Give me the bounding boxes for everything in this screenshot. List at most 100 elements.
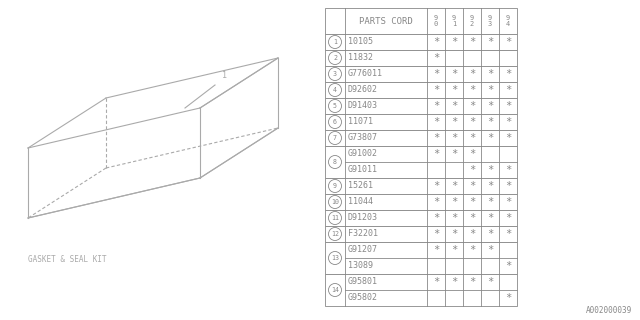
- Text: G776011: G776011: [348, 69, 383, 78]
- Text: PARTS CORD: PARTS CORD: [359, 17, 413, 26]
- Text: *: *: [505, 101, 511, 111]
- Text: 9
3: 9 3: [488, 15, 492, 27]
- Text: *: *: [487, 69, 493, 79]
- Text: G95801: G95801: [348, 277, 378, 286]
- Text: *: *: [469, 85, 475, 95]
- Bar: [325, 242, 517, 274]
- Text: *: *: [469, 133, 475, 143]
- Bar: [325, 82, 517, 98]
- Text: 11071: 11071: [348, 117, 373, 126]
- Text: *: *: [469, 149, 475, 159]
- Text: *: *: [487, 37, 493, 47]
- Bar: [325, 130, 517, 146]
- Text: 6: 6: [333, 119, 337, 125]
- Text: *: *: [451, 37, 457, 47]
- Text: *: *: [433, 101, 439, 111]
- Text: *: *: [469, 245, 475, 255]
- Text: *: *: [469, 213, 475, 223]
- Bar: [325, 226, 517, 242]
- Text: *: *: [469, 197, 475, 207]
- Bar: [325, 34, 517, 50]
- Text: 14: 14: [331, 287, 339, 293]
- Text: *: *: [505, 213, 511, 223]
- Text: *: *: [505, 37, 511, 47]
- Text: *: *: [505, 85, 511, 95]
- Text: *: *: [469, 37, 475, 47]
- Text: 11044: 11044: [348, 197, 373, 206]
- Text: *: *: [505, 229, 511, 239]
- Text: *: *: [433, 229, 439, 239]
- Text: 2: 2: [333, 55, 337, 61]
- Text: *: *: [505, 133, 511, 143]
- Text: 7: 7: [333, 135, 337, 141]
- Text: 5: 5: [333, 103, 337, 109]
- Text: G91011: G91011: [348, 165, 378, 174]
- Text: *: *: [487, 133, 493, 143]
- Text: A002000039: A002000039: [586, 306, 632, 315]
- Bar: [325, 8, 517, 34]
- Bar: [325, 194, 517, 210]
- Text: *: *: [487, 101, 493, 111]
- Text: 8: 8: [333, 159, 337, 165]
- Text: *: *: [433, 37, 439, 47]
- Text: *: *: [433, 133, 439, 143]
- Text: G95802: G95802: [348, 293, 378, 302]
- Text: *: *: [505, 165, 511, 175]
- Text: 11: 11: [331, 215, 339, 221]
- Text: D91403: D91403: [348, 101, 378, 110]
- Text: *: *: [433, 85, 439, 95]
- Bar: [325, 66, 517, 82]
- Text: *: *: [451, 277, 457, 287]
- Text: *: *: [451, 133, 457, 143]
- Text: *: *: [505, 117, 511, 127]
- Text: *: *: [469, 181, 475, 191]
- Text: *: *: [433, 69, 439, 79]
- Text: 9
0: 9 0: [434, 15, 438, 27]
- Text: *: *: [433, 213, 439, 223]
- Text: *: *: [433, 181, 439, 191]
- Text: G91207: G91207: [348, 245, 378, 254]
- Text: 3: 3: [333, 71, 337, 77]
- Text: *: *: [505, 261, 511, 271]
- Text: *: *: [469, 101, 475, 111]
- Text: *: *: [433, 117, 439, 127]
- Text: *: *: [433, 245, 439, 255]
- Text: 10105: 10105: [348, 37, 373, 46]
- Bar: [325, 274, 517, 306]
- Text: *: *: [469, 277, 475, 287]
- Text: *: *: [505, 197, 511, 207]
- Text: *: *: [487, 197, 493, 207]
- Text: *: *: [487, 181, 493, 191]
- Text: *: *: [487, 213, 493, 223]
- Text: *: *: [487, 165, 493, 175]
- Text: *: *: [433, 277, 439, 287]
- Text: 1: 1: [333, 39, 337, 45]
- Text: G73807: G73807: [348, 133, 378, 142]
- Text: GASKET & SEAL KIT: GASKET & SEAL KIT: [28, 255, 107, 264]
- Bar: [325, 98, 517, 114]
- Text: 9
2: 9 2: [470, 15, 474, 27]
- Text: *: *: [469, 165, 475, 175]
- Text: *: *: [469, 117, 475, 127]
- Text: 4: 4: [333, 87, 337, 93]
- Bar: [325, 178, 517, 194]
- Bar: [325, 114, 517, 130]
- Text: *: *: [451, 149, 457, 159]
- Text: 1: 1: [222, 71, 227, 80]
- Text: *: *: [505, 69, 511, 79]
- Text: D91203: D91203: [348, 213, 378, 222]
- Text: D92602: D92602: [348, 85, 378, 94]
- Text: *: *: [487, 117, 493, 127]
- Bar: [325, 50, 517, 66]
- Text: *: *: [487, 85, 493, 95]
- Text: *: *: [433, 53, 439, 63]
- Text: *: *: [451, 245, 457, 255]
- Bar: [325, 210, 517, 226]
- Text: *: *: [433, 149, 439, 159]
- Text: 10: 10: [331, 199, 339, 205]
- Text: *: *: [451, 69, 457, 79]
- Text: 13: 13: [331, 255, 339, 261]
- Bar: [325, 146, 517, 178]
- Text: *: *: [451, 101, 457, 111]
- Text: *: *: [505, 181, 511, 191]
